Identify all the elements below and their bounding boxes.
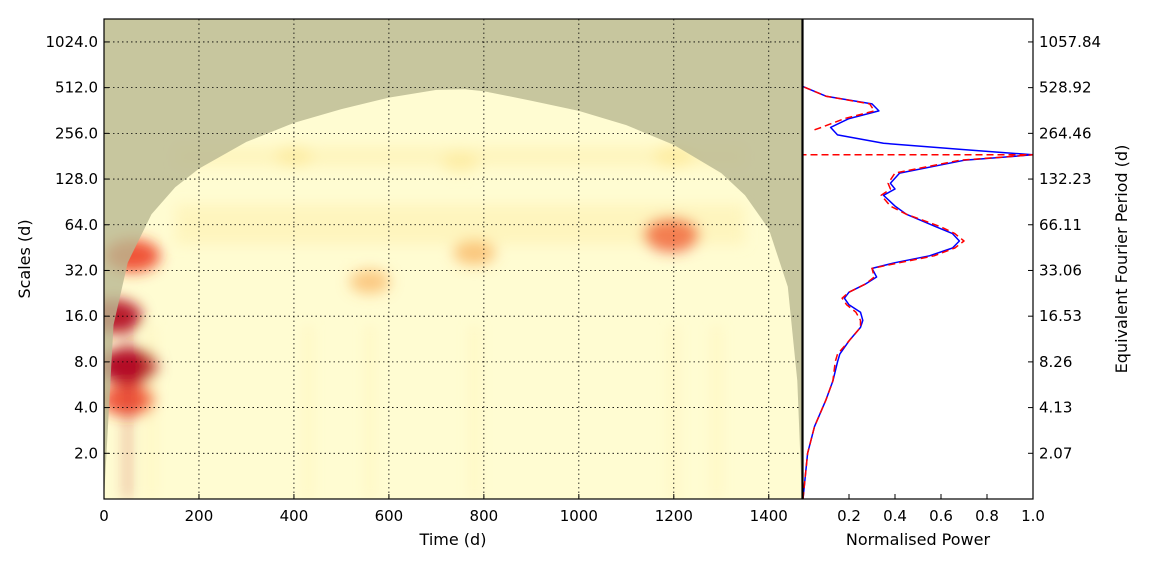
- right-ytick-label-0: 2.07: [1039, 444, 1072, 462]
- right-ytick-label-3: 16.53: [1039, 307, 1082, 325]
- heatmap-band-2: [175, 224, 746, 245]
- heatmap-streak-6: [148, 324, 155, 499]
- left-xtick-label-7: 1400: [750, 507, 788, 525]
- wavelet-plot-frame: [103, 18, 803, 500]
- heatmap-band-0: [175, 146, 746, 167]
- right-xtick-label-3: 0.8: [975, 507, 999, 525]
- left-ytick-label-6: 128.0: [55, 170, 98, 188]
- left-ytick-label-4: 32.0: [65, 261, 98, 279]
- right-xtick-label-2: 0.6: [929, 507, 953, 525]
- right-xtick-label-0: 0.2: [837, 507, 861, 525]
- right-xtick-label-4: 1.0: [1021, 507, 1045, 525]
- left-xtick-label-3: 600: [375, 507, 404, 525]
- heatmap-blob-5: [453, 240, 496, 266]
- left-xtick-label-2: 400: [280, 507, 309, 525]
- heatmap-features: [104, 145, 746, 499]
- right-y-ticks: 2.07 4.13 8.26 16.53 33.06 66.11 132.23 264.46 5…: [1028, 33, 1101, 462]
- right-ytick-label-4: 33.06: [1039, 261, 1082, 279]
- right-ytick-label-7: 264.46: [1039, 124, 1092, 142]
- right-ytick-label-5: 66.11: [1039, 216, 1082, 234]
- wavelet-panel: 0 200 400 600 800 1000 1200 1400 2.0 4.0 8.0 16.0 3…: [15, 18, 803, 549]
- heatmap-band-1: [175, 204, 746, 225]
- heatmap-streak-5: [305, 324, 312, 499]
- left-ytick-label-1: 4.0: [74, 399, 98, 417]
- left-y-axis-title: Scales (d): [15, 219, 34, 298]
- spectrum-lines: [803, 85, 1033, 499]
- left-ytick-label-3: 16.0: [65, 307, 98, 325]
- left-xtick-label-1: 200: [185, 507, 214, 525]
- left-xtick-label-6: 1200: [655, 507, 693, 525]
- left-ytick-label-7: 256.0: [55, 124, 98, 142]
- heatmap-streak-4: [713, 324, 720, 499]
- heatmap-blob-0: [104, 348, 158, 385]
- heatmap-streak-0: [124, 324, 131, 499]
- left-grid: [104, 19, 802, 499]
- heatmap-streak-3: [471, 324, 478, 499]
- spectrum-plot-frame: [802, 18, 1034, 500]
- spectrum-series-1: [803, 154, 1033, 499]
- heatmap-blob-6: [349, 269, 391, 294]
- right-ytick-label-8: 528.92: [1039, 79, 1092, 97]
- left-ytick-label-5: 64.0: [65, 216, 98, 234]
- cone-of-influence-shade: [104, 19, 802, 499]
- left-y-ticks: 2.0 4.0 8.0 16.0 32.0 64.0 128.0 256.0 512.0 1024…: [46, 33, 109, 462]
- left-ytick-label-8: 512.0: [55, 79, 98, 97]
- global-spectrum-panel: 0.2 0.4 0.6 0.8 1.0 2.07 4.13 8.26 16.53 33.06 66…: [802, 18, 1131, 549]
- right-ytick-label-6: 132.23: [1039, 170, 1092, 188]
- left-x-ticks: 0 200 400 600 800 1000 1200 1400: [99, 494, 788, 525]
- left-ytick-label-2: 8.0: [74, 353, 98, 371]
- left-xtick-label-5: 1000: [560, 507, 598, 525]
- heatmap-streak-2: [366, 324, 373, 499]
- right-ytick-label-1: 4.13: [1039, 399, 1072, 417]
- right-xtick-label-1: 0.4: [883, 507, 907, 525]
- right-y-axis-title: Equivalent Fourier Period (d): [1112, 145, 1131, 374]
- spectrum-series-0: [803, 85, 1033, 499]
- left-x-axis-title: Time (d): [419, 530, 487, 549]
- left-xtick-label-4: 800: [470, 507, 499, 525]
- right-ytick-label-9: 1057.84: [1039, 33, 1101, 51]
- left-xtick-label-0: 0: [99, 507, 109, 525]
- left-ytick-label-0: 2.0: [74, 444, 98, 462]
- left-ytick-label-9: 1024.0: [46, 33, 99, 51]
- spectrum-series-2: [803, 85, 876, 131]
- right-ytick-label-2: 8.26: [1039, 353, 1072, 371]
- right-x-ticks: 0.2 0.4 0.6 0.8 1.0: [837, 494, 1045, 525]
- right-x-axis-title: Normalised Power: [846, 530, 991, 549]
- spectrum-background: [803, 19, 1033, 499]
